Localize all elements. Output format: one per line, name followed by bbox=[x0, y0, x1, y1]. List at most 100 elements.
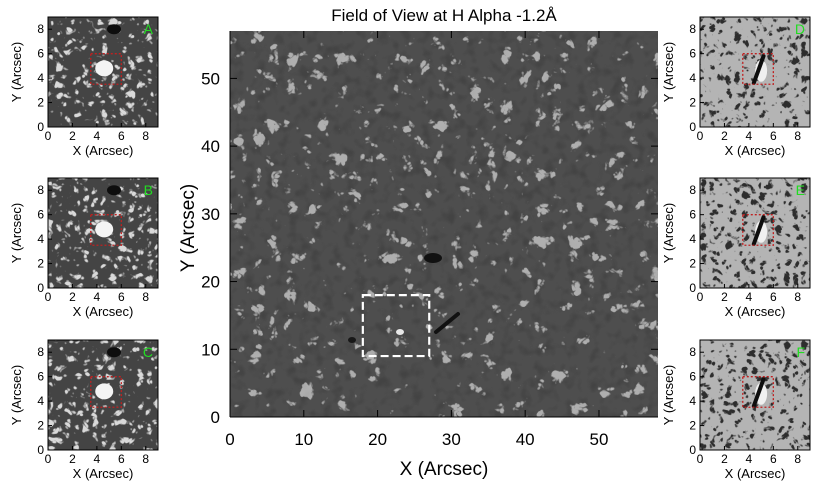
inset-y-tick-label: 6 bbox=[37, 370, 44, 384]
inset-letter: D bbox=[795, 21, 805, 37]
inset-y-tick-label: 2 bbox=[689, 96, 696, 110]
inset-y-axis-label: Y (Arcsec) bbox=[9, 365, 24, 425]
inset-frame bbox=[699, 339, 811, 451]
inset-y-axis-label: Y (Arcsec) bbox=[9, 203, 24, 263]
inset-feature bbox=[95, 383, 114, 400]
inset-letter: C bbox=[143, 344, 153, 360]
inset-y-tick-label: 2 bbox=[689, 419, 696, 433]
inset-y-tick-label: 6 bbox=[689, 208, 696, 222]
inset-texture bbox=[700, 178, 810, 288]
main-x-tick-label: 40 bbox=[516, 430, 535, 449]
inset-dark-feature bbox=[107, 185, 121, 196]
inset-y-tick-label: 0 bbox=[37, 281, 44, 295]
inset-roi-box bbox=[90, 53, 122, 85]
inset-x-tick-label: 8 bbox=[794, 129, 801, 143]
inset-x-tick-label: 2 bbox=[721, 290, 728, 304]
inset-x-tick-label: 6 bbox=[118, 290, 125, 304]
main-y-axis-label: Y (Arcsec) bbox=[178, 184, 199, 272]
main-x-axis-label: X (Arcsec) bbox=[400, 459, 489, 480]
inset-roi-box bbox=[742, 53, 774, 85]
inset-x-tick-label: 2 bbox=[721, 452, 728, 466]
inset-y-axis-label: Y (Arcsec) bbox=[661, 365, 676, 425]
inset-x-tick-label: 4 bbox=[94, 452, 101, 466]
main-title: Field of View at H Alpha -1.2Å bbox=[331, 6, 557, 25]
inset-frame bbox=[47, 16, 159, 128]
inset-y-tick-label: 8 bbox=[689, 22, 696, 36]
inset-x-axis-label: X (Arcsec) bbox=[73, 304, 134, 319]
inset-y-tick-label: 4 bbox=[689, 232, 696, 246]
inset-dark-feature bbox=[751, 215, 766, 246]
inset-feature bbox=[95, 60, 114, 77]
inset-y-tick-label: 6 bbox=[689, 370, 696, 384]
inset-letter: B bbox=[144, 182, 153, 198]
inset-y-tick-label: 8 bbox=[37, 183, 44, 197]
inset-x-axis-label: X (Arcsec) bbox=[725, 466, 786, 481]
inset-y-tick-label: 0 bbox=[689, 443, 696, 457]
inset-x-tick-label: 0 bbox=[45, 290, 52, 304]
inset-panel-e: E 0 2 4 6 8 0 2 4 6 8 X (Arcsec) Y (Arcsec) bbox=[661, 177, 811, 319]
inset-y-tick-label: 0 bbox=[37, 120, 44, 134]
main-x-tick-label: 20 bbox=[368, 430, 387, 449]
inset-dark-feature bbox=[107, 347, 121, 358]
inset-y-tick-label: 0 bbox=[689, 281, 696, 295]
main-image bbox=[230, 31, 658, 417]
main-x-tick-label: 50 bbox=[590, 430, 609, 449]
inset-y-tick-label: 8 bbox=[37, 345, 44, 359]
inset-x-axis-label: X (Arcsec) bbox=[725, 304, 786, 319]
inset-roi-box bbox=[90, 376, 122, 408]
inset-panel-f: F 0 2 4 6 8 0 2 4 6 8 X (Arcsec) Y (Arcsec) bbox=[661, 339, 811, 481]
inset-dark-feature bbox=[751, 377, 766, 408]
inset-y-axis-label: Y (Arcsec) bbox=[9, 42, 24, 102]
inset-x-tick-label: 8 bbox=[142, 129, 149, 143]
inset-x-tick-label: 0 bbox=[697, 290, 704, 304]
main-y-tick-label: 40 bbox=[201, 137, 220, 156]
inset-panel-b: B 0 2 4 6 8 0 2 4 6 8 X (Arcsec) Y (Arcsec) bbox=[9, 177, 159, 319]
inset-letter: A bbox=[144, 21, 154, 37]
inset-x-tick-label: 8 bbox=[142, 452, 149, 466]
inset-y-axis-label: Y (Arcsec) bbox=[661, 203, 676, 263]
inset-x-tick-label: 4 bbox=[746, 290, 753, 304]
inset-x-tick-label: 8 bbox=[142, 290, 149, 304]
main-x-axis: 0 10 20 30 40 50 X (Arcsec) bbox=[225, 31, 658, 480]
main-x-tick-label: 30 bbox=[442, 430, 461, 449]
inset-x-tick-label: 2 bbox=[721, 129, 728, 143]
inset-y-axis-label: Y (Arcsec) bbox=[661, 42, 676, 102]
inset-y-tick-label: 2 bbox=[37, 96, 44, 110]
inset-x-axis-label: X (Arcsec) bbox=[73, 143, 134, 158]
inset-panel-d: D 0 2 4 6 8 0 2 4 6 8 X (Arcsec) Y (Arcsec) bbox=[661, 16, 811, 158]
inset-y-tick-label: 8 bbox=[37, 22, 44, 36]
inset-y-tick-label: 8 bbox=[689, 345, 696, 359]
inset-x-tick-label: 6 bbox=[770, 290, 777, 304]
inset-y-tick-label: 4 bbox=[37, 394, 44, 408]
inset-y-tick-label: 4 bbox=[689, 394, 696, 408]
inset-x-axis-label: X (Arcsec) bbox=[73, 466, 134, 481]
inset-x-tick-label: 2 bbox=[69, 290, 76, 304]
inset-y-tick-label: 0 bbox=[37, 443, 44, 457]
inset-y-tick-label: 6 bbox=[37, 208, 44, 222]
main-y-tick-label: 0 bbox=[211, 408, 220, 427]
main-y-tick-label: 30 bbox=[201, 205, 220, 224]
inset-x-tick-label: 2 bbox=[69, 452, 76, 466]
inset-x-tick-label: 0 bbox=[45, 129, 52, 143]
inset-y-tick-label: 4 bbox=[689, 71, 696, 85]
inset-feature bbox=[95, 221, 114, 238]
main-x-tick-label: 10 bbox=[294, 430, 313, 449]
inset-x-tick-label: 8 bbox=[794, 452, 801, 466]
inset-frame bbox=[699, 177, 811, 289]
inset-frame bbox=[47, 339, 159, 451]
inset-x-tick-label: 6 bbox=[118, 452, 125, 466]
inset-texture bbox=[700, 340, 810, 450]
inset-y-tick-label: 0 bbox=[689, 120, 696, 134]
main-y-axis: 0 10 20 30 40 50 Y (Arcsec) bbox=[178, 31, 658, 427]
inset-y-tick-label: 6 bbox=[689, 47, 696, 61]
inset-x-tick-label: 0 bbox=[45, 452, 52, 466]
inset-x-tick-label: 8 bbox=[794, 290, 801, 304]
inset-x-axis-label: X (Arcsec) bbox=[725, 143, 786, 158]
inset-dark-feature bbox=[751, 54, 766, 85]
inset-y-tick-label: 2 bbox=[689, 257, 696, 271]
inset-texture bbox=[700, 17, 810, 127]
roi-box bbox=[361, 294, 431, 358]
inset-panel-a: A 0 2 4 6 8 0 2 4 6 8 X (Arcsec) Y (Arcsec) bbox=[9, 16, 159, 158]
inset-dark-feature bbox=[107, 24, 121, 35]
